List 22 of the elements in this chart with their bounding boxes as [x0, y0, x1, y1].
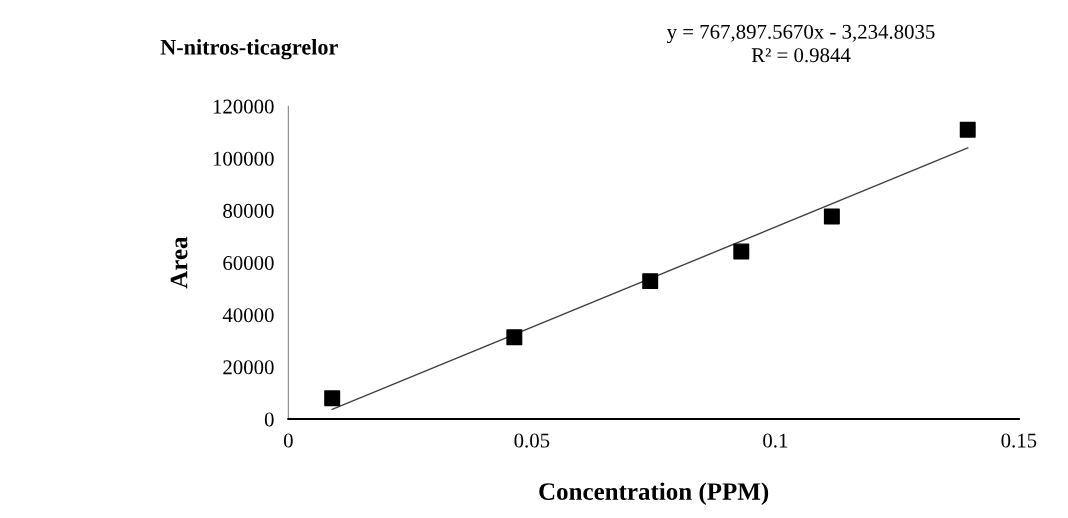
point [823, 208, 840, 225]
text: R² = 0.9844 [751, 48, 851, 63]
x-tick-label: 0.15 [1001, 433, 1037, 448]
text: y = 767,897.5670x - 3,234.8035 [666, 24, 935, 44]
x-axis-title: Concentration (PPM) [539, 482, 769, 506]
y-tick-label: 60000 [223, 256, 274, 271]
point [733, 243, 750, 260]
point [506, 329, 523, 346]
x-tick-label: 0.05 [514, 433, 550, 448]
point [324, 390, 341, 407]
x-tick-label: 0 [283, 433, 293, 448]
y-tick-label: 40000 [222, 308, 274, 323]
y-tick-label: 20000 [223, 360, 274, 375]
y-tick-label: 80000 [223, 203, 274, 218]
chart-title: N-nitros-ticagrelor [160, 39, 338, 60]
point [959, 121, 976, 138]
y-tick-label: 100000 [213, 151, 274, 166]
point [642, 273, 659, 290]
y-axis-title: Area [170, 236, 188, 289]
y-tick-label: 120000 [213, 99, 274, 114]
x-tick-label: 0.1 [763, 433, 788, 448]
y-tick-label: 0 [264, 412, 274, 427]
